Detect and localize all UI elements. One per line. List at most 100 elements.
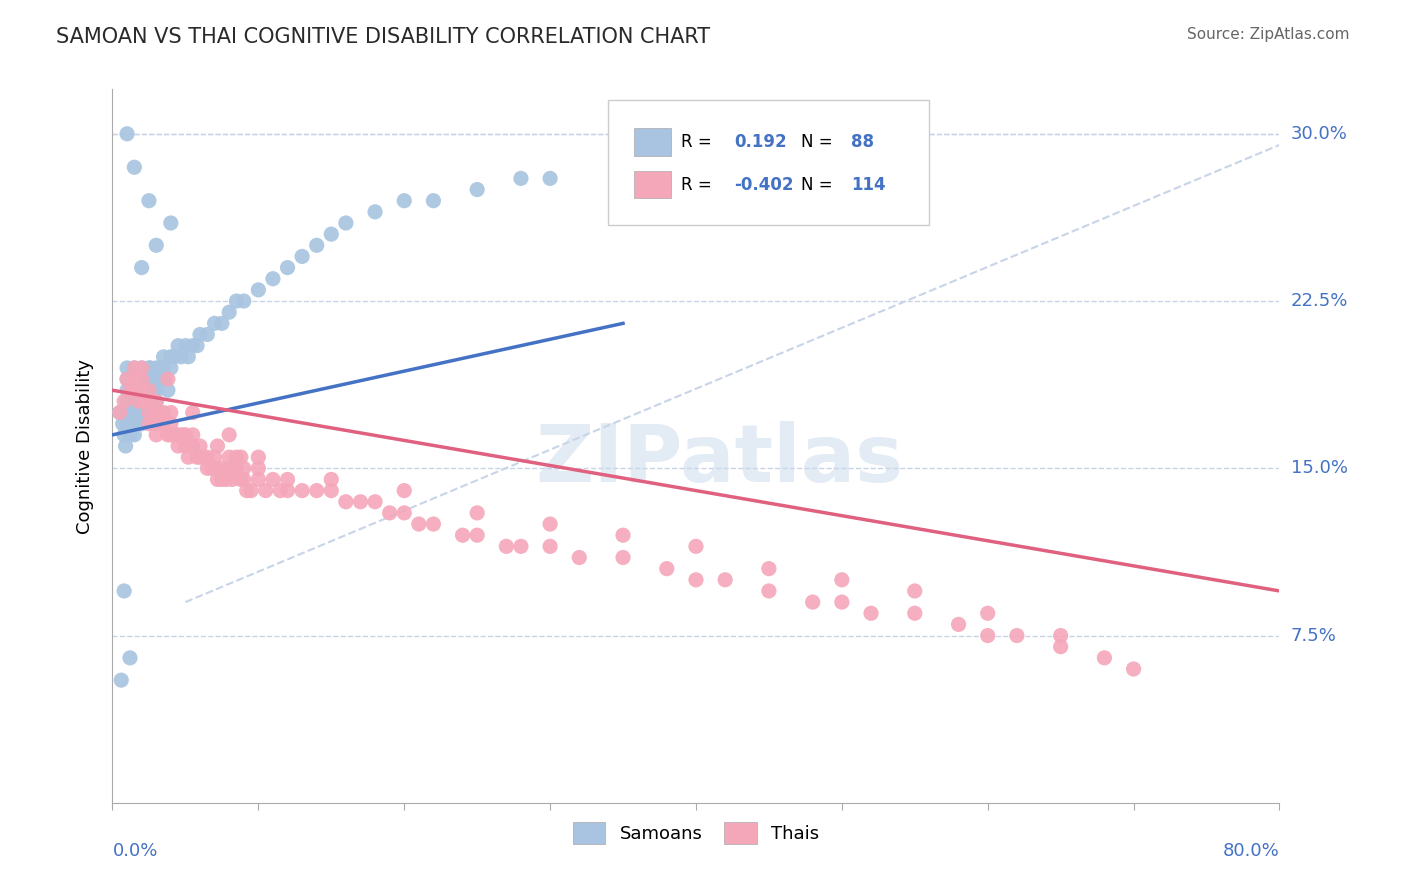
Point [111, 417, 134, 431]
Point [335, 494, 357, 508]
Point [465, 506, 488, 520]
Point [276, 473, 298, 487]
Point [191, 450, 214, 464]
Point [118, 427, 141, 442]
Point [262, 473, 284, 487]
Point [148, 405, 170, 419]
Point [124, 161, 146, 175]
Point [131, 394, 153, 409]
Point [124, 360, 146, 375]
Point [177, 350, 200, 364]
Point [131, 360, 153, 375]
Legend: Samoans, Thais: Samoans, Thais [565, 814, 827, 851]
Text: 15.0%: 15.0% [1291, 459, 1347, 477]
Point [152, 405, 174, 419]
Point [124, 384, 146, 398]
Text: R =: R = [681, 176, 711, 194]
Point [232, 293, 254, 308]
Point [131, 384, 153, 398]
Point [655, 562, 678, 576]
Point [976, 607, 998, 621]
Point [138, 360, 160, 375]
Point [229, 450, 252, 464]
Text: N =: N = [801, 133, 832, 151]
Point [152, 360, 174, 375]
Point [218, 305, 240, 319]
Point [758, 583, 780, 598]
FancyBboxPatch shape [609, 100, 929, 225]
Point [120, 417, 142, 431]
Point [305, 238, 328, 252]
Point [122, 405, 145, 419]
Point [801, 595, 824, 609]
Point [174, 427, 197, 442]
Point [229, 473, 252, 487]
Point [156, 384, 179, 398]
Point [509, 171, 531, 186]
Point [335, 216, 357, 230]
Point [204, 461, 226, 475]
Point [167, 427, 190, 442]
Point [115, 127, 138, 141]
Text: 0.192: 0.192 [734, 133, 787, 151]
Point [160, 360, 183, 375]
Point [422, 516, 444, 531]
Point [247, 461, 270, 475]
Point [131, 417, 153, 431]
Point [188, 327, 211, 342]
Point [118, 384, 141, 398]
Point [247, 473, 270, 487]
Point [114, 439, 136, 453]
Point [321, 483, 343, 498]
Point [131, 360, 153, 375]
Point [276, 260, 298, 275]
Point [181, 439, 204, 453]
Point [108, 405, 131, 419]
FancyBboxPatch shape [634, 128, 672, 155]
Point [1094, 651, 1116, 665]
Point [131, 405, 153, 419]
Point [262, 271, 284, 285]
Y-axis label: Cognitive Disability: Cognitive Disability [76, 359, 94, 533]
Point [160, 405, 183, 419]
Point [195, 450, 218, 464]
Point [254, 483, 277, 498]
Point [174, 338, 197, 352]
Point [160, 216, 183, 230]
Point [976, 628, 998, 642]
Point [108, 405, 131, 419]
Point [128, 384, 150, 398]
Point [225, 450, 247, 464]
Text: -0.402: -0.402 [734, 176, 794, 194]
Point [167, 439, 190, 453]
Point [160, 417, 183, 431]
Text: 88: 88 [851, 133, 875, 151]
Point [204, 316, 226, 330]
Point [186, 450, 208, 464]
Point [124, 427, 146, 442]
Point [186, 338, 208, 352]
Point [145, 372, 167, 386]
Point [138, 394, 160, 409]
Point [125, 405, 148, 419]
Point [163, 350, 186, 364]
Point [211, 473, 233, 487]
Point [124, 384, 146, 398]
Point [138, 384, 160, 398]
Point [115, 360, 138, 375]
Point [134, 394, 156, 409]
Text: ZIPatlas: ZIPatlas [536, 421, 904, 500]
Point [1049, 640, 1071, 654]
Point [115, 394, 138, 409]
Point [408, 516, 430, 531]
Point [131, 260, 153, 275]
Point [141, 372, 163, 386]
Point [181, 405, 204, 419]
Point [131, 384, 153, 398]
Point [232, 473, 254, 487]
Point [612, 550, 634, 565]
Point [138, 372, 160, 386]
Point [538, 539, 561, 553]
Point [156, 372, 179, 386]
Text: 80.0%: 80.0% [1223, 842, 1279, 860]
